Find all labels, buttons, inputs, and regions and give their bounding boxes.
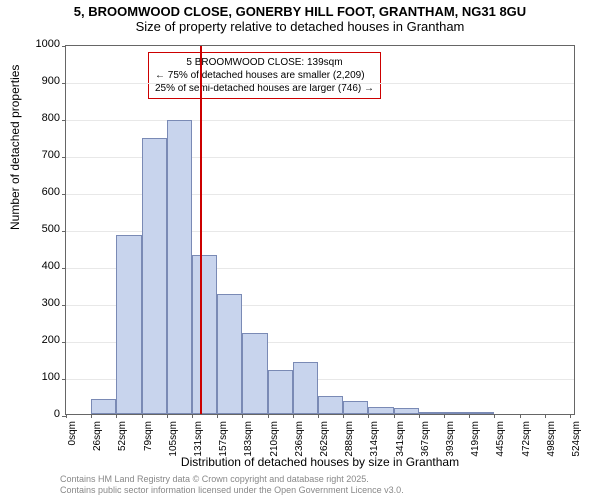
y-tick-label: 600 xyxy=(20,186,60,198)
histogram-bar xyxy=(167,120,192,414)
annotation-line2: ← 75% of detached houses are smaller (2,… xyxy=(155,69,374,82)
x-tick xyxy=(242,414,243,418)
annotation-line1: 5 BROOMWOOD CLOSE: 139sqm xyxy=(155,56,374,69)
histogram-bar xyxy=(318,396,343,415)
x-tick xyxy=(268,414,269,418)
y-tick xyxy=(62,342,66,343)
histogram-bar xyxy=(142,138,167,414)
x-tick-label: 183sqm xyxy=(243,421,254,461)
x-tick-label: 105sqm xyxy=(168,421,179,461)
histogram-bar xyxy=(116,235,142,414)
y-tick xyxy=(62,120,66,121)
y-tick xyxy=(62,268,66,269)
x-tick xyxy=(494,414,495,418)
y-tick-label: 800 xyxy=(20,112,60,124)
x-tick-label: 236sqm xyxy=(294,421,305,461)
x-tick-label: 393sqm xyxy=(445,421,456,461)
y-tick xyxy=(62,231,66,232)
x-tick xyxy=(343,414,344,418)
histogram-bar xyxy=(242,333,268,414)
x-tick xyxy=(469,414,470,418)
histogram-bar xyxy=(293,362,318,414)
y-tick-label: 900 xyxy=(20,75,60,87)
x-tick-label: 52sqm xyxy=(117,421,128,461)
histogram-bar xyxy=(469,412,494,414)
x-tick-label: 157sqm xyxy=(218,421,229,461)
x-tick xyxy=(545,414,546,418)
histogram-bar xyxy=(368,407,394,414)
y-tick-label: 500 xyxy=(20,223,60,235)
x-tick xyxy=(419,414,420,418)
x-tick-label: 262sqm xyxy=(319,421,330,461)
x-tick-label: 131sqm xyxy=(193,421,204,461)
y-tick-label: 700 xyxy=(20,149,60,161)
y-tick-label: 200 xyxy=(20,334,60,346)
x-tick xyxy=(217,414,218,418)
histogram-bar xyxy=(394,408,419,414)
x-tick-label: 419sqm xyxy=(470,421,481,461)
x-tick-label: 0sqm xyxy=(67,421,78,461)
x-tick xyxy=(520,414,521,418)
chart-title-main: 5, BROOMWOOD CLOSE, GONERBY HILL FOOT, G… xyxy=(0,0,600,19)
y-tick xyxy=(62,194,66,195)
histogram-bar xyxy=(217,294,242,414)
y-tick xyxy=(62,379,66,380)
histogram-bar xyxy=(268,370,293,414)
x-tick xyxy=(318,414,319,418)
marker-line xyxy=(200,46,202,414)
x-tick-label: 314sqm xyxy=(369,421,380,461)
x-tick xyxy=(142,414,143,418)
x-tick-label: 524sqm xyxy=(571,421,582,461)
histogram-bar xyxy=(91,399,116,414)
y-tick-label: 400 xyxy=(20,260,60,272)
x-tick-label: 445sqm xyxy=(495,421,506,461)
histogram-bar xyxy=(192,255,217,414)
x-tick-label: 79sqm xyxy=(143,421,154,461)
x-tick xyxy=(116,414,117,418)
gridline xyxy=(66,83,574,84)
x-tick xyxy=(394,414,395,418)
x-tick-label: 498sqm xyxy=(546,421,557,461)
gridline xyxy=(66,120,574,121)
x-tick-label: 26sqm xyxy=(92,421,103,461)
footer-line2: Contains public sector information licen… xyxy=(60,485,404,496)
histogram-bar xyxy=(343,401,368,414)
y-tick-label: 0 xyxy=(20,408,60,420)
chart-plot-area: 5 BROOMWOOD CLOSE: 139sqm ← 75% of detac… xyxy=(65,45,575,415)
y-tick-label: 1000 xyxy=(20,38,60,50)
x-tick xyxy=(66,414,67,418)
x-tick-label: 210sqm xyxy=(269,421,280,461)
annotation-box: 5 BROOMWOOD CLOSE: 139sqm ← 75% of detac… xyxy=(148,52,381,99)
x-tick xyxy=(444,414,445,418)
y-tick xyxy=(62,157,66,158)
x-tick xyxy=(293,414,294,418)
y-tick xyxy=(62,46,66,47)
x-tick xyxy=(192,414,193,418)
x-tick xyxy=(368,414,369,418)
histogram-bar xyxy=(419,412,444,414)
chart-title-sub: Size of property relative to detached ho… xyxy=(0,19,600,36)
footer-line1: Contains HM Land Registry data © Crown c… xyxy=(60,474,404,485)
y-axis-label: Number of detached properties xyxy=(8,65,22,230)
x-tick-label: 367sqm xyxy=(420,421,431,461)
y-tick-label: 300 xyxy=(20,297,60,309)
y-tick-label: 100 xyxy=(20,371,60,383)
y-tick xyxy=(62,305,66,306)
y-tick xyxy=(62,83,66,84)
x-tick-label: 341sqm xyxy=(395,421,406,461)
x-tick-label: 288sqm xyxy=(344,421,355,461)
x-tick xyxy=(167,414,168,418)
x-tick xyxy=(570,414,571,418)
histogram-bar xyxy=(444,412,469,414)
chart-footer: Contains HM Land Registry data © Crown c… xyxy=(60,474,404,496)
x-tick-label: 472sqm xyxy=(521,421,532,461)
x-tick xyxy=(91,414,92,418)
